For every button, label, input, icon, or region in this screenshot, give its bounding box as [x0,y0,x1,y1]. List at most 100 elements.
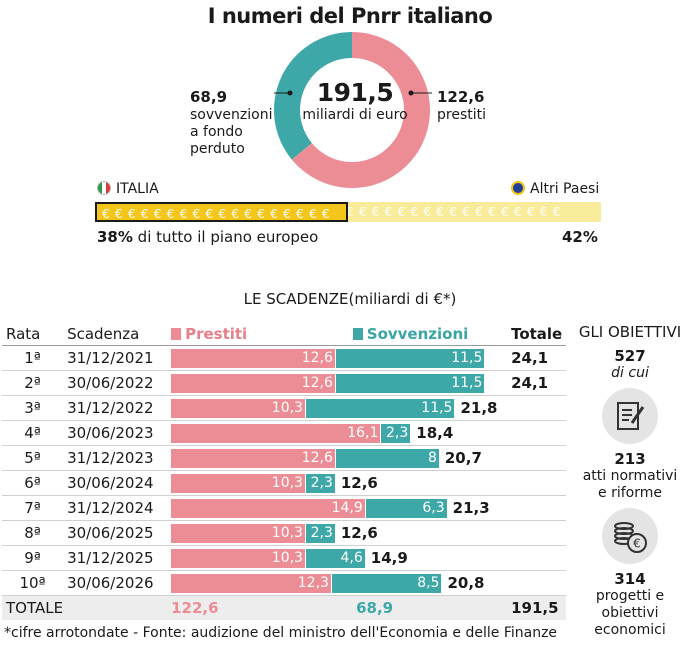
scadenza-cell: 31/12/2021 [63,345,172,371]
rata-cell: 7ª [2,495,64,521]
bar-cell: 16,1 2,3 18,4 [171,420,512,446]
total-cell [511,470,567,496]
bar-sovvenzioni: 2,3 [380,423,411,443]
bar-prestiti: 12,6 [171,348,335,368]
svg-text:€: € [633,537,641,551]
table-row: 1ª 31/12/2021 12,6 11,5 24,1 [2,345,567,371]
row-total-label: 14,9 [370,549,408,567]
table-row: 4ª 30/06/2023 16,1 2,3 18,4 [2,420,567,446]
row-total-label: 12,6 [340,474,378,492]
right-pointer [408,90,432,96]
scadenza-cell: 30/06/2023 [63,420,172,446]
table-header: Rata Scadenza Prestiti Sovvenzioni Total… [2,323,567,346]
scadenze-title: LE SCADENZE(miliardi di €*) [243,290,457,308]
italia-pct-value: 38% [97,228,133,246]
footnote: *cifre arrotondate - Fonte: audizione de… [4,625,558,641]
italy-flag-icon [97,181,111,195]
bar-prestiti: 10,3 [171,523,305,543]
table-row: 7ª 31/12/2024 14,9 6,3 21,3 [2,495,567,521]
eu-flag-icon [511,181,525,195]
italia-pct-text: di tutto il piano europeo [132,228,319,246]
bar-prestiti: 10,3 [171,398,305,418]
scadenza-cell: 31/12/2024 [63,495,172,521]
donut-center: 191,5 miliardi di euro [300,78,410,123]
bar-cell: 12,6 11,5 [171,345,512,371]
scadenze-table: Rata Scadenza Prestiti Sovvenzioni Total… [2,323,567,620]
bar-cell: 12,3 8,5 20,8 [171,570,512,596]
total-cell [511,495,567,521]
others-text: Altri Paesi [530,181,600,197]
document-edit-icon [602,388,658,444]
rata-cell: 2ª [2,370,64,396]
header-rata: Rata [2,323,64,346]
total-cell [511,395,567,421]
row-total-label: 21,8 [460,399,498,417]
bar-sovvenzioni: 8 [334,448,439,468]
scadenza-cell: 30/06/2022 [63,370,172,396]
header-totale: Totale [511,323,567,346]
rata-cell: 8ª [2,520,64,546]
obiettivi-panel: GLI OBIETTIVI 527 di cui 213 atti normat… [560,323,700,639]
italia-share-bar: €€€€€€€€€€€€€€€€€€ [95,202,348,222]
bar-cell: 10,3 11,5 21,8 [171,395,512,421]
euro-dark-icons: €€€€€€€€€€€€€€€€€€ [102,207,335,221]
obiettivi-count: 527 [614,347,646,365]
scadenza-cell: 30/06/2025 [63,520,172,546]
table-row: 2ª 30/06/2022 12,6 11,5 24,1 [2,370,567,396]
rata-cell: 10ª [2,570,64,596]
bar-prestiti: 10,3 [171,473,305,493]
total-cell [511,545,567,571]
table-row: 10ª 30/06/2026 12,3 8,5 20,8 [2,570,567,596]
total-cell [511,570,567,596]
others-label: Altri Paesi [511,181,599,197]
table-row: 8ª 30/06/2025 10,3 2,3 12,6 [2,520,567,546]
donut-slice-prestiti [291,32,430,188]
atti-count: 213 [614,450,646,468]
table-row: 3ª 31/12/2022 10,3 11,5 21,8 [2,395,567,421]
total-cell [511,445,567,471]
rata-cell: 3ª [2,395,64,421]
scadenza-cell: 31/12/2023 [63,445,172,471]
right-line-1: prestiti [437,107,486,123]
obiettivi-sub: di cui [611,365,649,381]
table-row: 5ª 31/12/2023 12,6 8 20,7 [2,445,567,471]
progetti-count: 314 [614,570,646,588]
atti-label: atti normativi e riforme [582,468,678,501]
bar-sovvenzioni: 6,3 [364,498,447,518]
rata-cell: 6ª [2,470,64,496]
header-scadenza: Scadenza [63,323,172,346]
table-body: 1ª 31/12/2021 12,6 11,5 24,1 2ª 30/06/2022 12,6… [2,345,567,596]
bar-cell: 14,9 6,3 21,3 [171,495,512,521]
row-total-label: 18,4 [416,424,454,442]
share-bar: €€€€€€€€€€€€€€€€€€€€€€€€€€€€€€€€€€€€ €€€… [95,202,601,222]
left-line-3: perduto [190,141,245,157]
donut-left-label: 68,9 sovvenzioni a fondo perduto [190,89,272,158]
others-pct: 42% [562,228,598,246]
header-bars: Prestiti Sovvenzioni [171,323,512,346]
coins-euro-icon: € [602,508,658,564]
table-row: 9ª 31/12/2025 10,3 4,6 14,9 [2,545,567,571]
scadenza-cell: 30/06/2024 [63,470,172,496]
total-label: TOTALE [2,595,64,620]
bar-sovvenzioni: 4,6 [304,548,365,568]
row-total-label: 21,3 [452,499,490,517]
scadenza-cell: 31/12/2025 [63,545,172,571]
bar-cell: 10,3 2,3 12,6 [171,520,512,546]
total-cell: 24,1 [511,370,567,396]
total-spacer [63,595,172,620]
bar-prestiti: 12,6 [171,373,335,393]
left-line-1: sovvenzioni [190,107,273,123]
bar-prestiti: 14,9 [171,498,365,518]
table-row: 6ª 30/06/2024 10,3 2,3 12,6 [2,470,567,496]
total-values: 122,6 68,9 [171,595,512,620]
donut-slice-sovvenzioni [274,32,352,160]
bar-prestiti: 12,3 [171,573,331,593]
scadenza-cell: 31/12/2022 [63,395,172,421]
bar-cell: 12,6 11,5 [171,370,512,396]
bar-prestiti: 16,1 [171,423,381,443]
bar-sovvenzioni: 8,5 [330,573,442,593]
total-totale: 191,5 [511,595,567,620]
bar-prestiti: 10,3 [171,548,305,568]
bar-sovvenzioni: 11,5 [334,373,485,393]
total-cell [511,520,567,546]
